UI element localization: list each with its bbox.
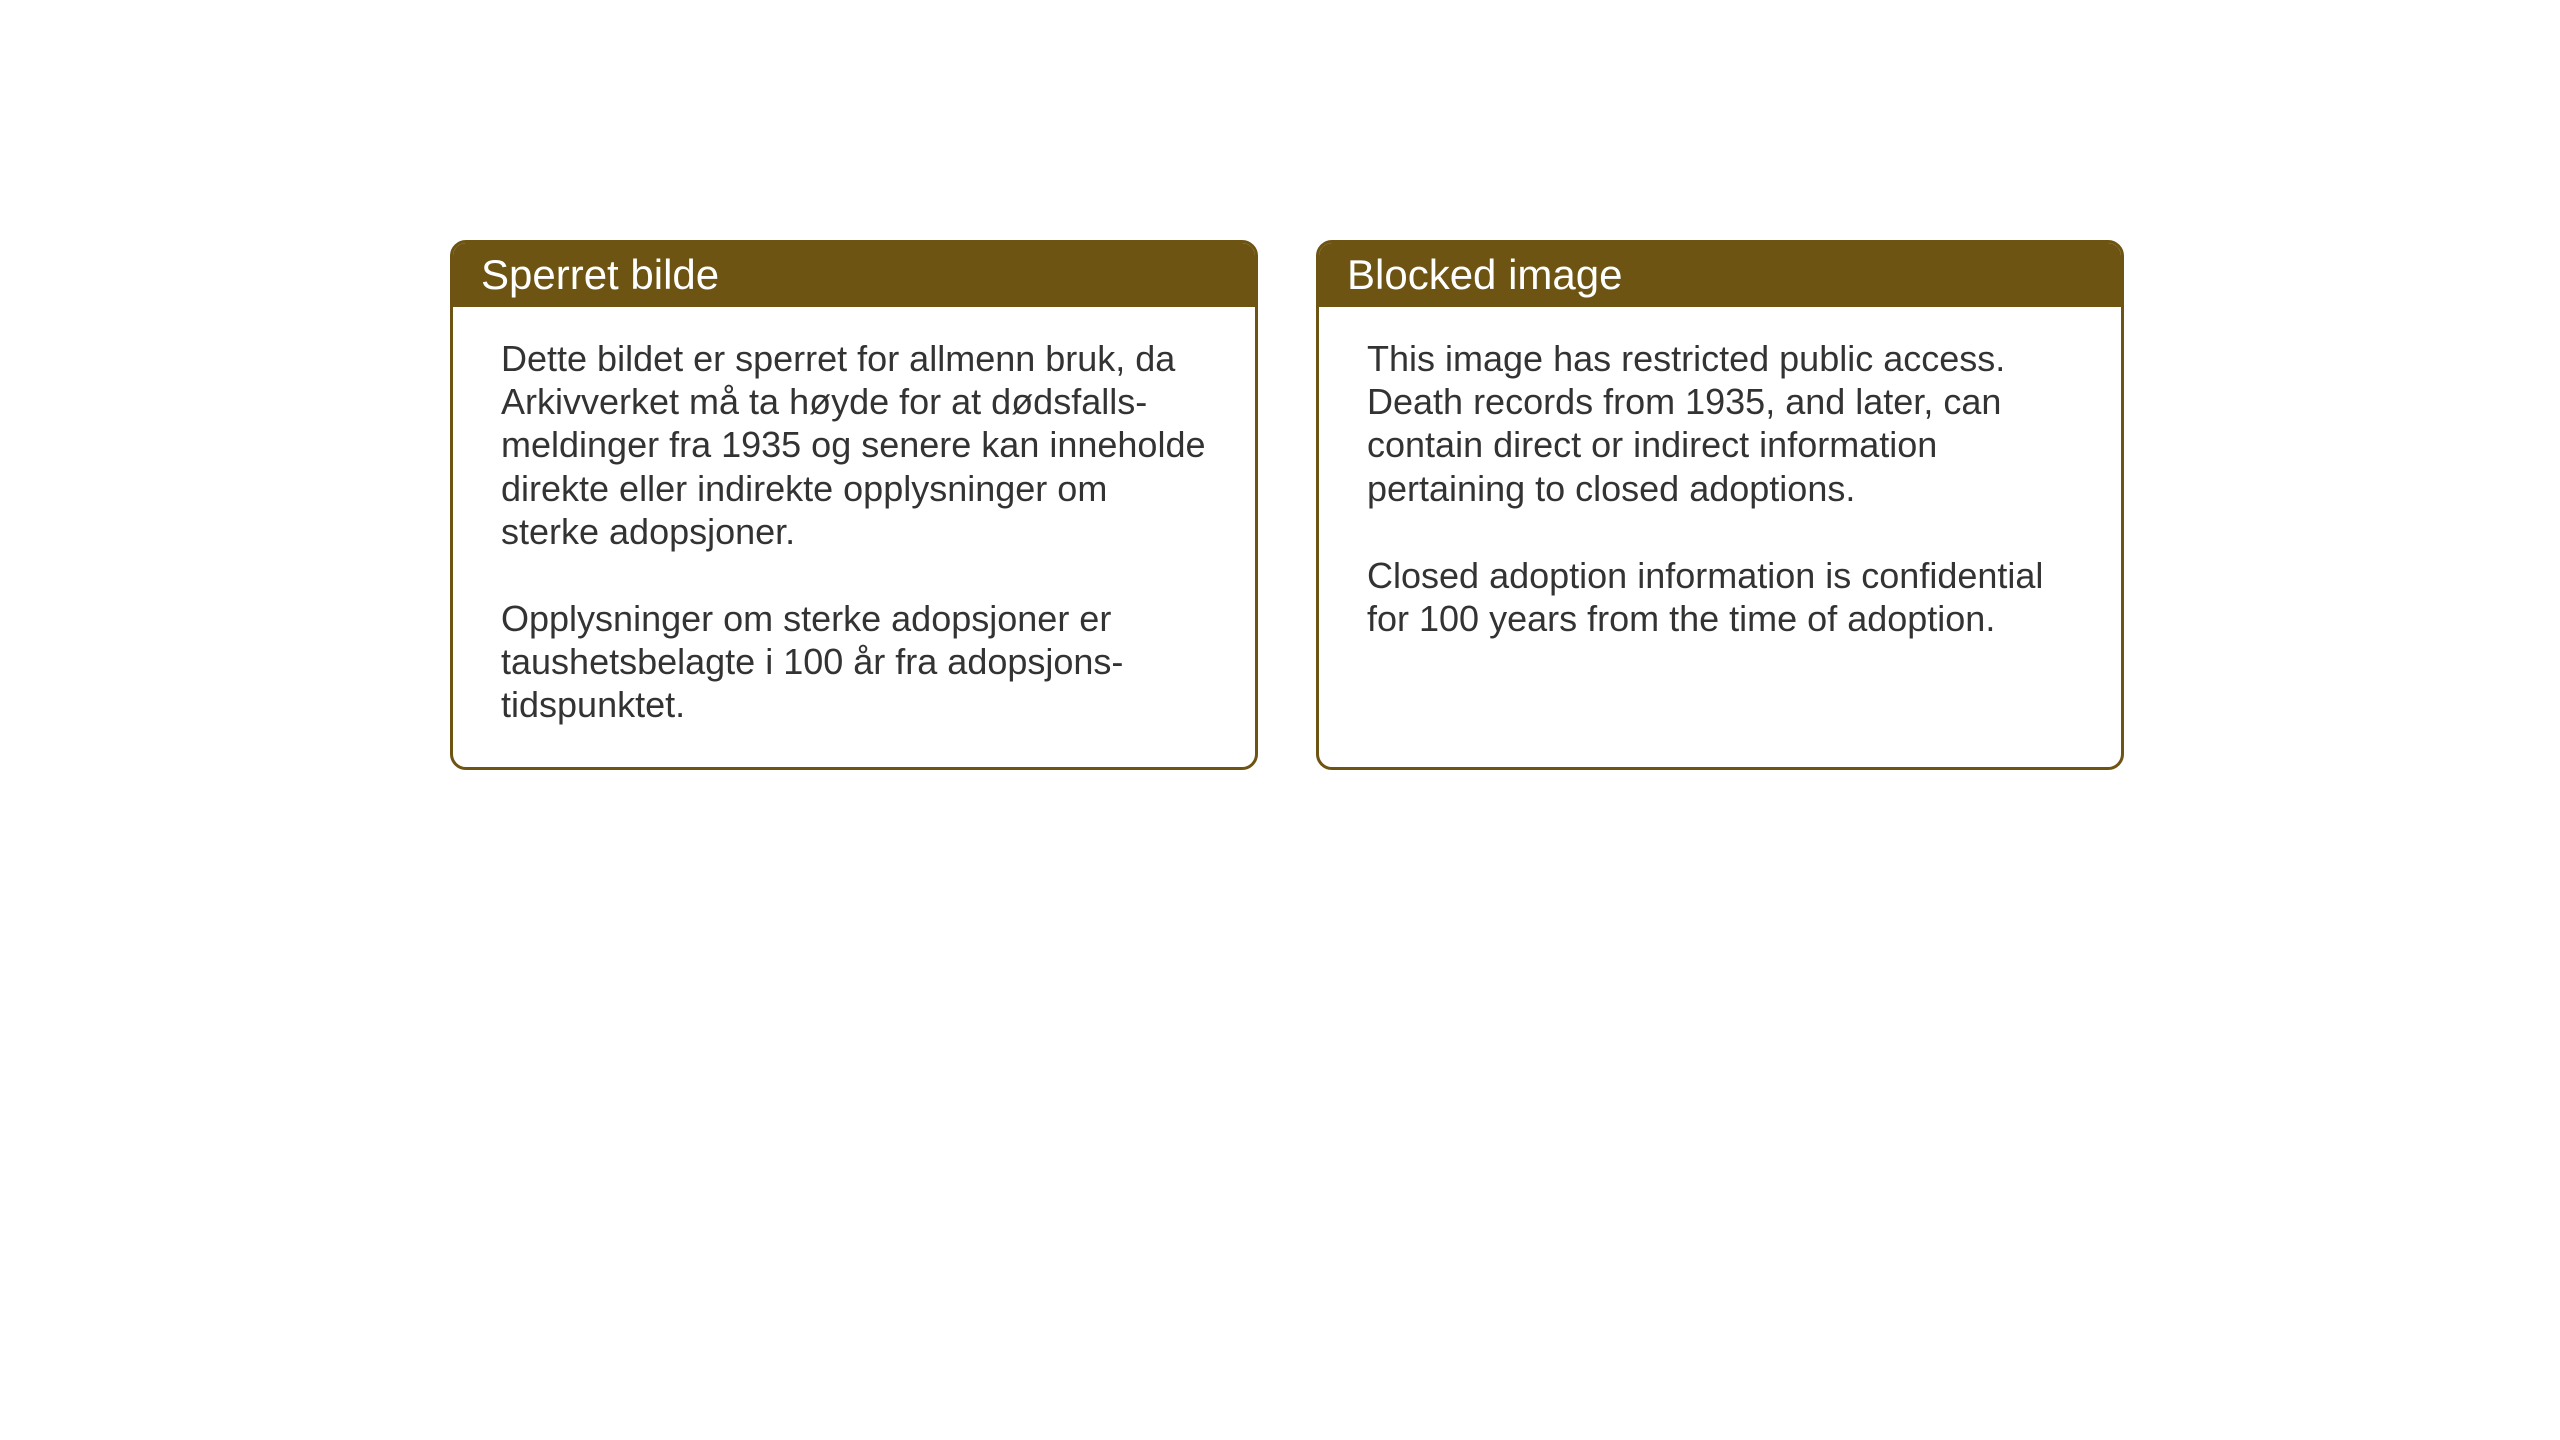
english-card-body: This image has restricted public access.… <box>1319 307 2121 747</box>
english-notice-card: Blocked image This image has restricted … <box>1316 240 2124 770</box>
norwegian-card-title: Sperret bilde <box>481 251 719 298</box>
norwegian-paragraph-2: Opplysninger om sterke adopsjoner er tau… <box>501 597 1207 727</box>
english-paragraph-2: Closed adoption information is confident… <box>1367 554 2073 640</box>
norwegian-card-header: Sperret bilde <box>453 243 1255 307</box>
notice-container: Sperret bilde Dette bildet er sperret fo… <box>450 240 2124 770</box>
english-card-header: Blocked image <box>1319 243 2121 307</box>
norwegian-paragraph-1: Dette bildet er sperret for allmenn bruk… <box>501 337 1207 553</box>
norwegian-card-body: Dette bildet er sperret for allmenn bruk… <box>453 307 1255 767</box>
norwegian-notice-card: Sperret bilde Dette bildet er sperret fo… <box>450 240 1258 770</box>
english-paragraph-1: This image has restricted public access.… <box>1367 337 2073 510</box>
english-card-title: Blocked image <box>1347 251 1622 298</box>
